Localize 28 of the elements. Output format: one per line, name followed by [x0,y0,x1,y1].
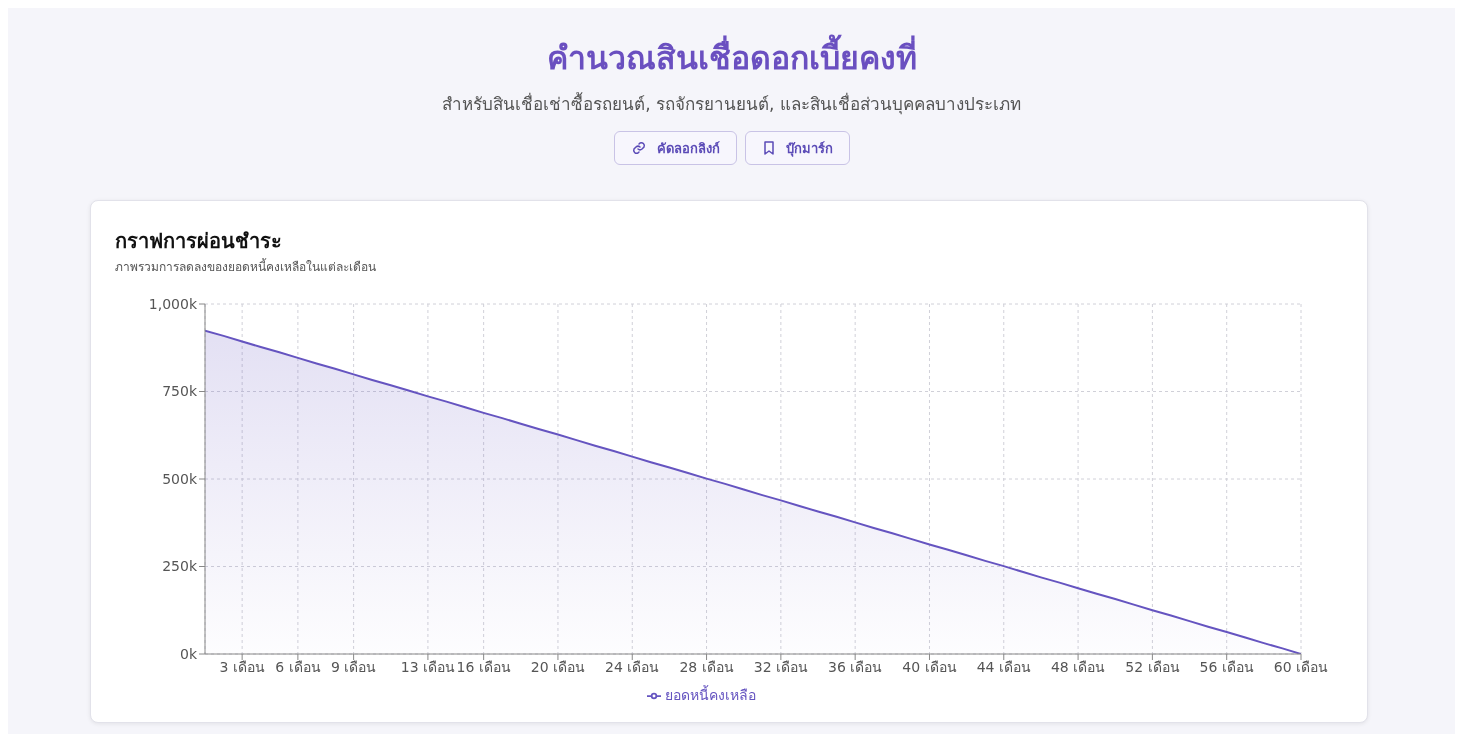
x-tick-label: 60 เดือน [1273,658,1329,675]
chart-title: กราฟการผ่อนชำระ [115,228,282,255]
x-tick-label: 6 เดือน [275,658,321,675]
y-tick-label: 1,000k [148,295,198,312]
text: คัดลอกลิงก์ [656,139,720,158]
text: บุ๊กมาร์ก [785,139,833,159]
x-tick-label: 13 เดือน [400,658,456,675]
text: สำหรับสินเชื่อเช่าซื้อรถยนต์, รถจักรยานยนต์, และสินเชื่อส่วนบุคคลบางประเภท [441,91,1022,117]
x-tick-label: 24 เดือน [605,658,660,675]
x-tick-label: 20 เดือน [530,658,586,675]
x-tick-label: 3 เดือน [219,658,265,675]
y-tick-label: 250k [162,558,198,575]
y-tick-label: 750k [162,383,198,400]
x-tick-label: 32 เดือน [753,658,808,675]
x-tick-label: 28 เดือน [679,658,734,675]
legend-label: ยอดหนี้คงเหลือ [664,687,756,703]
chart-subtitle: ภาพรวมการลดลงของยอดหนี้คงเหลือในแต่ละเดือน [115,257,376,276]
y-tick-label: 0k [179,645,198,662]
x-tick-label: 9 เดือน [330,658,377,675]
x-tick-label: 48 เดือน [1050,658,1106,675]
x-tick-label: 44 เดือน [976,658,1031,675]
x-tick-label: 40 เดือน [902,658,957,675]
text: คำนวณสินเชื่อดอกเบี้ยคงที่ [545,33,918,79]
x-tick-label: 16 เดือน [456,658,511,675]
x-tick-label: 52 เดือน [1125,658,1180,675]
x-tick-label: 56 เดือน [1199,658,1254,675]
y-tick-label: 500k [162,470,198,487]
x-tick-label: 36 เดือน [828,658,883,675]
